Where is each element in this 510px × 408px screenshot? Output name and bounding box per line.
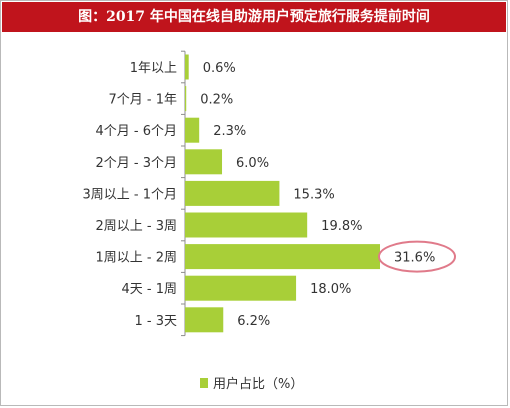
value-label: 31.6% (394, 251, 435, 266)
value-label: 6.2% (237, 314, 270, 329)
value-label: 19.8% (321, 219, 362, 234)
value-label: 18.0% (310, 282, 351, 297)
bar (185, 307, 224, 333)
bar (185, 54, 189, 80)
bar (185, 244, 380, 270)
category-label: 4天 - 1周 (122, 282, 178, 297)
category-label: 7个月 - 1年 (109, 93, 178, 108)
category-label: 2个月 - 3个月 (96, 156, 178, 171)
chart-title: 图：2017 年中国在线自助游用户预定旅行服务提前时间 (2, 2, 506, 32)
value-label: 2.3% (213, 124, 246, 139)
value-label: 15.3% (293, 187, 334, 202)
category-label: 2周以上 - 3周 (96, 219, 178, 234)
bar (185, 212, 308, 238)
highlight-ring (378, 240, 456, 273)
bar (185, 117, 200, 143)
value-label: 0.6% (203, 61, 236, 76)
value-label: 0.2% (200, 93, 233, 108)
bar (185, 86, 187, 112)
category-label: 4个月 - 6个月 (96, 124, 178, 139)
legend-swatch (200, 378, 208, 388)
category-label: 3周以上 - 1个月 (83, 187, 178, 202)
bar (185, 149, 223, 175)
category-label: 1周以上 - 2周 (96, 251, 178, 266)
bar (185, 180, 280, 206)
value-label: 6.0% (236, 156, 269, 171)
bar (185, 275, 297, 301)
category-label: 1 - 3天 (135, 314, 178, 329)
legend-label: 用户占比（%） (213, 376, 303, 392)
category-label: 1年以上 (130, 61, 177, 76)
